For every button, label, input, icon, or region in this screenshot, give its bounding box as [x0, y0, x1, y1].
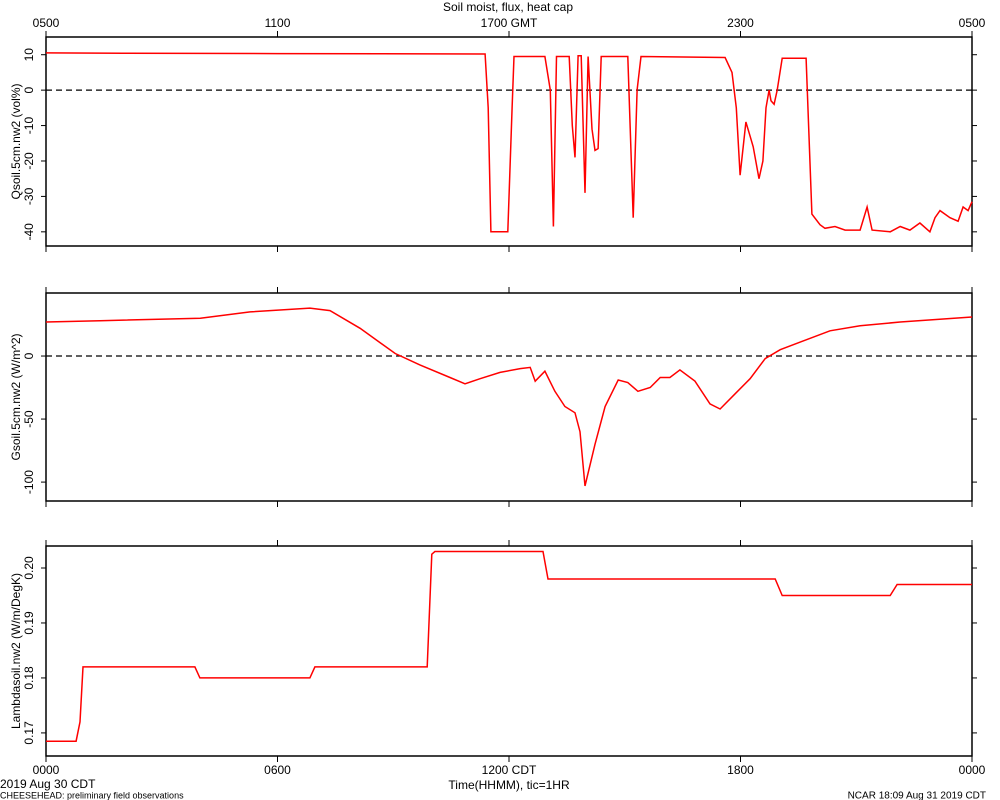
plot-frame — [45, 545, 973, 757]
y-tick-label: -100 — [22, 470, 36, 494]
y-tick-label: 0.17 — [22, 721, 36, 745]
y-tick-label: 10 — [22, 48, 36, 62]
x-axis-label: Time(HHMM), tic=1HR — [448, 778, 570, 792]
y-tick-label: 0 — [22, 86, 36, 93]
y-tick-label: 0 — [22, 352, 36, 359]
y-tick-label: -30 — [22, 187, 36, 205]
y-axis-label: Lambdasoil.nw2 (W/m/DegK) — [9, 573, 23, 729]
y-tick-label: -10 — [22, 117, 36, 135]
footer-project: CHEESEHEAD: preliminary field observatio… — [0, 790, 184, 800]
y-tick-label: -20 — [22, 152, 36, 170]
y-tick-label: 0.18 — [22, 666, 36, 690]
data-line — [45, 52, 973, 234]
y-axis-label: Gsoil.5cm.nw2 (W/m^2) — [9, 334, 23, 461]
data-line — [45, 307, 973, 487]
x-tick-label: 0600 — [264, 763, 291, 777]
x2-tick-label: 0500 — [33, 16, 60, 30]
y-tick-label: -50 — [22, 410, 36, 428]
x-tick-label: 1800 — [727, 763, 754, 777]
footer-date: 2019 Aug 30 CDT — [0, 777, 96, 791]
x-tick-label: 0000 — [33, 763, 60, 777]
x2-tick-label: 1100 — [265, 16, 291, 30]
data-line — [46, 550, 972, 742]
y-tick-label: 0.19 — [22, 611, 36, 635]
x2-tick-label: 0500 — [959, 16, 986, 30]
chart-title: Soil moist, flux, heat cap — [443, 0, 573, 14]
y-tick-label: -40 — [22, 223, 36, 241]
y-tick-label: 0.20 — [22, 556, 36, 580]
plot-frame — [45, 292, 973, 502]
y-axis-label: Qsoil.5cm.nw2 (vol%) — [9, 83, 23, 199]
footer-stamp: NCAR 18:09 Aug 31 2019 CDT — [848, 791, 986, 800]
x-tick-label: 1200 CDT — [482, 763, 537, 777]
x2-tick-label: 1700 GMT — [481, 16, 538, 30]
x-tick-label: 0000 — [959, 763, 986, 777]
x2-tick-label: 2300 — [727, 16, 754, 30]
